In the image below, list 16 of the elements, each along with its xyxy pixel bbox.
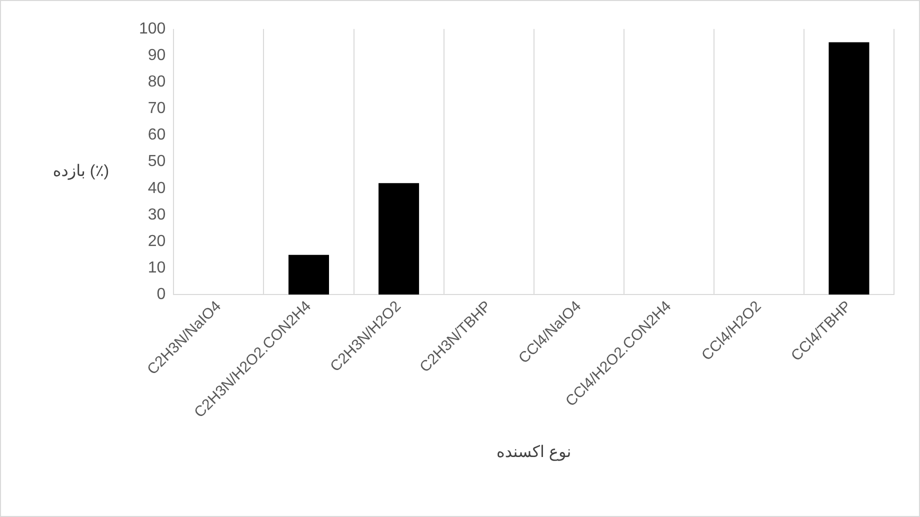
y-tick-label: 20: [148, 232, 166, 250]
bar: [378, 183, 420, 295]
y-axis-title: بازده (٪): [52, 163, 110, 180]
y-tick-label: 40: [148, 180, 166, 197]
y-tick-label: 50: [148, 153, 166, 170]
y-tick-label: 90: [148, 46, 166, 64]
y-tick-label: 0: [156, 286, 166, 304]
y-tick-label: 60: [148, 126, 166, 144]
y-tick-label: 80: [148, 74, 166, 91]
y-tick-label: 70: [148, 100, 166, 118]
bar: [828, 42, 870, 295]
x-axis-title: نوع اکسنده: [496, 444, 572, 461]
bar: [288, 254, 330, 295]
y-tick-label: 10: [148, 260, 166, 277]
y-tick-label: 100: [138, 20, 166, 38]
y-tick-label: 30: [148, 206, 166, 224]
